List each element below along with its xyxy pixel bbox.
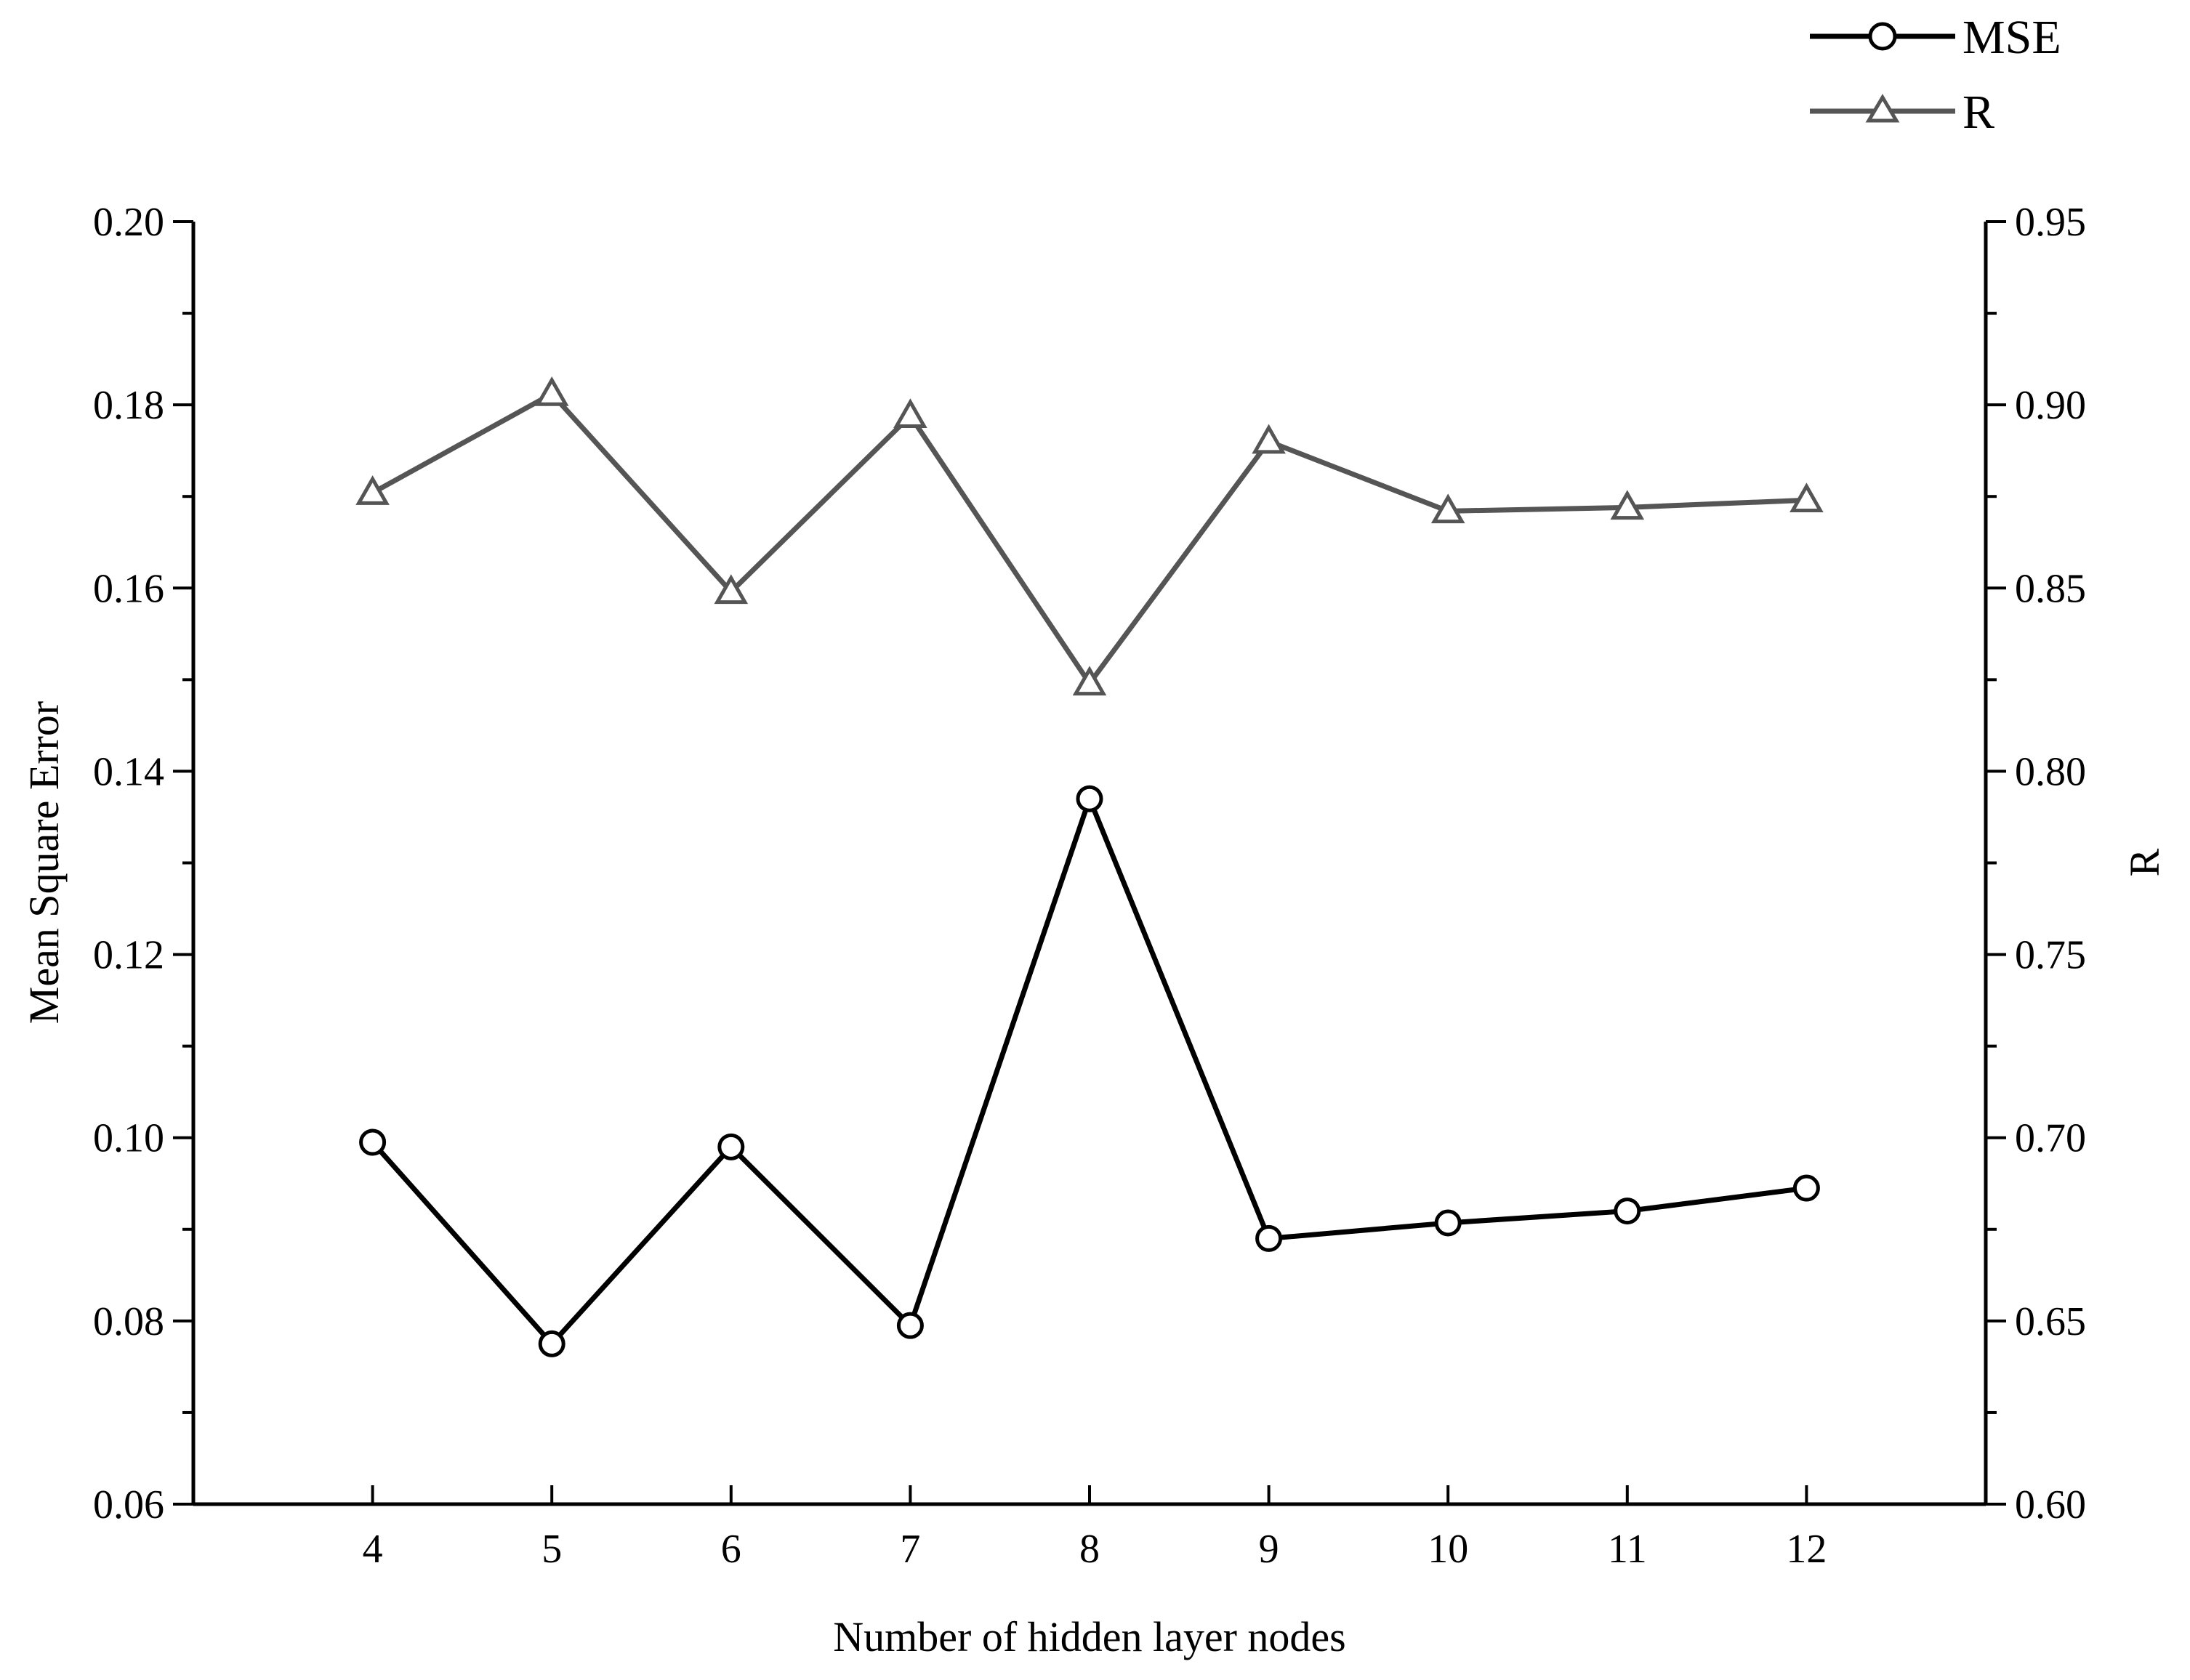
left-y-tick-label: 0.16 bbox=[93, 566, 164, 611]
data-point-r bbox=[1790, 482, 1824, 513]
data-point-r bbox=[355, 475, 390, 505]
legend-label-mse: MSE bbox=[1962, 11, 2061, 64]
right-y-tick-label: 0.75 bbox=[2015, 933, 2086, 978]
data-point-mse bbox=[1255, 1224, 1283, 1252]
left-y-tick-label: 0.20 bbox=[93, 200, 164, 245]
data-point-r bbox=[1610, 490, 1645, 520]
data-point-r bbox=[1252, 424, 1286, 454]
legend-marker-triangle-icon bbox=[1865, 94, 1900, 123]
series-line-r bbox=[371, 390, 1807, 688]
data-point-mse bbox=[1792, 1174, 1820, 1202]
axes bbox=[191, 222, 1988, 1506]
right-y-tick-label: 0.95 bbox=[2015, 200, 2086, 245]
legend: MSE R bbox=[1810, 11, 2061, 139]
right-y-tick-label: 0.65 bbox=[2015, 1299, 2086, 1344]
left-y-tick-label: 0.14 bbox=[93, 749, 164, 794]
x-tick-label: 12 bbox=[1786, 1527, 1827, 1572]
data-point-r bbox=[534, 376, 569, 406]
data-point-mse bbox=[1434, 1209, 1462, 1237]
left-y-tick-label: 0.10 bbox=[93, 1116, 164, 1161]
data-point-mse bbox=[896, 1312, 924, 1339]
data-point-r bbox=[1430, 493, 1465, 524]
legend-item-mse: MSE bbox=[1810, 11, 2061, 64]
data-point-mse bbox=[1614, 1198, 1641, 1225]
ticks: 4 5 6 7 8 9 10 11 12 0.06 0.08 0.10 0.12 0.14 0.16 0.18… bbox=[93, 200, 2086, 1572]
left-axis-title: Mean Square Error bbox=[20, 701, 68, 1025]
x-tick-label: 4 bbox=[363, 1527, 383, 1572]
legend-label-r: R bbox=[1962, 86, 1994, 139]
x-axis-title: Number of hidden layer nodes bbox=[833, 1613, 1345, 1660]
x-tick-label: 7 bbox=[900, 1527, 920, 1572]
data-point-mse bbox=[717, 1133, 745, 1160]
data-point-r bbox=[1072, 666, 1107, 696]
left-y-tick-label: 0.18 bbox=[93, 383, 164, 428]
right-y-tick-label: 0.85 bbox=[2015, 566, 2086, 611]
data-point-r bbox=[714, 574, 749, 605]
right-y-tick-label: 0.80 bbox=[2015, 749, 2086, 794]
data-point-mse bbox=[1076, 785, 1103, 812]
left-y-tick-label: 0.06 bbox=[93, 1482, 164, 1527]
right-axis-title: R bbox=[2121, 848, 2168, 876]
right-y-tick-label: 0.60 bbox=[2015, 1482, 2086, 1527]
left-y-tick-label: 0.12 bbox=[93, 933, 164, 978]
left-y-tick-label: 0.08 bbox=[93, 1299, 164, 1344]
x-tick-label: 9 bbox=[1259, 1527, 1279, 1572]
legend-item-r: R bbox=[1810, 86, 1994, 139]
legend-marker-circle-icon bbox=[1868, 22, 1897, 51]
data-point-r bbox=[893, 398, 927, 429]
x-tick-label: 6 bbox=[721, 1527, 741, 1572]
right-y-tick-label: 0.90 bbox=[2015, 383, 2086, 428]
x-tick-label: 10 bbox=[1428, 1527, 1468, 1572]
right-y-tick-label: 0.70 bbox=[2015, 1116, 2086, 1161]
x-tick-label: 5 bbox=[542, 1527, 562, 1572]
x-tick-label: 11 bbox=[1608, 1527, 1647, 1572]
data-point-mse bbox=[538, 1330, 565, 1357]
series bbox=[355, 376, 1824, 1357]
series-line-mse bbox=[370, 791, 1807, 1348]
x-tick-label: 8 bbox=[1079, 1527, 1100, 1572]
data-point-mse bbox=[359, 1128, 387, 1156]
